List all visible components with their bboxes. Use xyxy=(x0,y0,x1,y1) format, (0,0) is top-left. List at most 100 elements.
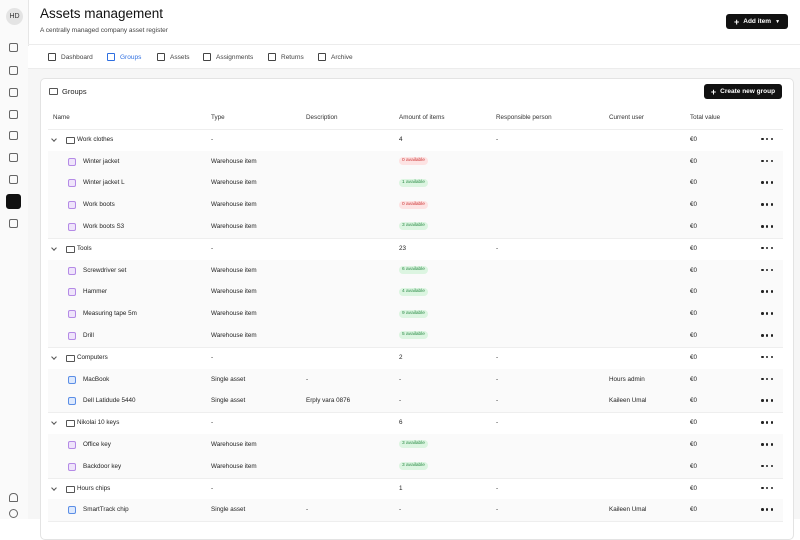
tab[interactable]: Returns xyxy=(268,53,304,61)
availability-badge: 3 available xyxy=(399,222,428,230)
row-menu[interactable] xyxy=(761,508,773,511)
expand-chevron[interactable] xyxy=(51,354,57,360)
dot xyxy=(761,508,764,511)
group-row[interactable]: Tools-23-€0 xyxy=(48,238,783,261)
item-name: Dell Latidude 5440 xyxy=(83,390,136,412)
dot xyxy=(771,225,774,228)
dot xyxy=(761,443,764,446)
dot xyxy=(761,487,764,490)
item-name: Backdoor key xyxy=(83,456,121,478)
row-menu[interactable] xyxy=(761,421,773,424)
item-type: Warehouse item xyxy=(211,260,257,282)
expand-chevron[interactable] xyxy=(51,485,57,491)
nav-icon[interactable] xyxy=(9,88,18,97)
row-menu[interactable] xyxy=(761,378,773,381)
item-amount: 0 available xyxy=(399,151,428,173)
nav-icon[interactable] xyxy=(9,153,18,162)
tab-label: Assignments xyxy=(216,54,253,61)
row-menu[interactable] xyxy=(761,334,773,337)
notifications-icon[interactable] xyxy=(9,493,18,502)
row-menu[interactable] xyxy=(761,138,773,141)
nav-icon[interactable] xyxy=(9,131,18,140)
row-menu[interactable] xyxy=(761,160,773,163)
settings-icon[interactable] xyxy=(9,509,18,518)
tab[interactable]: Dashboard xyxy=(48,53,93,61)
item-total: €0 xyxy=(690,194,697,216)
item-amount: 5 available xyxy=(399,325,428,347)
row-menu[interactable] xyxy=(761,399,773,402)
dot xyxy=(766,465,769,468)
tab[interactable]: Assets xyxy=(157,53,190,61)
expand-chevron[interactable] xyxy=(51,136,57,142)
row-menu[interactable] xyxy=(761,290,773,293)
folder-shape xyxy=(66,137,75,144)
item-icon xyxy=(68,223,76,231)
tab[interactable]: Assignments xyxy=(203,53,253,61)
tab[interactable]: Groups xyxy=(107,53,141,61)
dot xyxy=(771,269,774,272)
tab[interactable]: Archive xyxy=(318,53,353,61)
expand-chevron[interactable] xyxy=(51,419,57,425)
nav-icon[interactable] xyxy=(9,110,18,119)
group-row[interactable]: Nikolai 10 keys-6-€0 xyxy=(48,412,783,435)
nav-icon-active[interactable] xyxy=(6,194,21,209)
add-item-button[interactable]: + Add item ▼ xyxy=(726,14,788,29)
row-menu[interactable] xyxy=(761,181,773,184)
nav-icon[interactable] xyxy=(9,43,18,52)
item-name: Screwdriver set xyxy=(83,260,126,282)
tab-label: Groups xyxy=(120,54,141,61)
expand-chevron[interactable] xyxy=(51,245,57,251)
item-amount: 9 available xyxy=(399,303,428,325)
avatar[interactable]: HD xyxy=(6,8,23,25)
dot xyxy=(761,465,764,468)
group-row[interactable]: Hours chips-1-€0 xyxy=(48,478,783,501)
page-title: Assets management xyxy=(40,6,163,21)
column-header: Current user xyxy=(609,107,644,129)
row-menu[interactable] xyxy=(761,269,773,272)
dot xyxy=(771,334,774,337)
item-icon xyxy=(68,158,76,166)
item-icon xyxy=(68,288,76,296)
group-name: Computers xyxy=(77,347,108,369)
row-menu[interactable] xyxy=(761,356,773,359)
row-menu[interactable] xyxy=(761,487,773,490)
item-name: Office key xyxy=(83,434,111,456)
column-header: Responsible person xyxy=(496,107,552,129)
row-menu[interactable] xyxy=(761,443,773,446)
create-group-button[interactable]: + Create new group xyxy=(704,84,782,99)
nav-icon[interactable] xyxy=(9,219,18,228)
nav-icon[interactable] xyxy=(9,175,18,184)
row-menu[interactable] xyxy=(761,312,773,315)
dot xyxy=(771,356,774,359)
availability-badge: 6 available xyxy=(399,266,428,274)
item-icon xyxy=(68,179,76,187)
row-menu[interactable] xyxy=(761,465,773,468)
item-row[interactable]: Screwdriver set Warehouse item 6 available… xyxy=(48,260,783,283)
group-row[interactable]: Computers-2-€0 xyxy=(48,347,783,370)
tab-icon xyxy=(318,53,326,61)
item-total: €0 xyxy=(690,281,697,303)
tab-icon xyxy=(203,53,211,61)
row-menu[interactable] xyxy=(761,203,773,206)
item-type: Single asset xyxy=(211,369,245,391)
dot xyxy=(761,312,764,315)
item-name: Measuring tape 5m xyxy=(83,303,137,325)
group-row[interactable]: Work clothes-4-€0 xyxy=(48,129,783,152)
item-responsible: - xyxy=(496,390,498,412)
row-menu[interactable] xyxy=(761,225,773,228)
item-name: Hammer xyxy=(83,281,107,303)
row-menu[interactable] xyxy=(761,247,773,250)
nav-icon[interactable] xyxy=(9,66,18,75)
